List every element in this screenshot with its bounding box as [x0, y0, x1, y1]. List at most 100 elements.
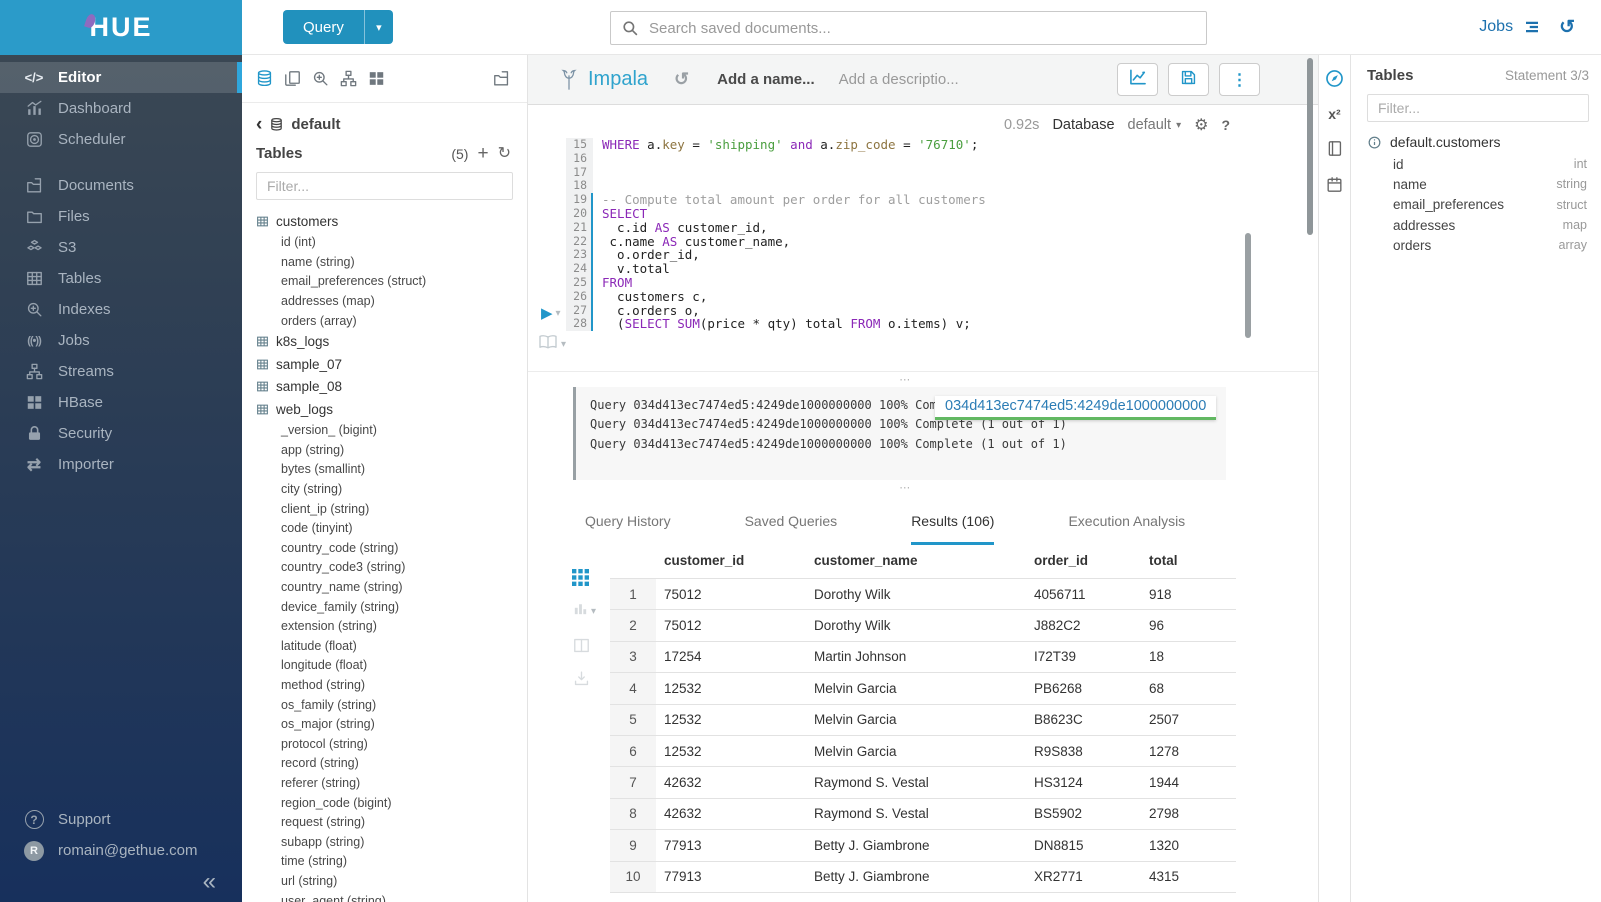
column-header[interactable]: total [1149, 553, 1178, 568]
column-row[interactable]: extension (string) [281, 619, 377, 634]
jobs-link[interactable]: Jobs [1479, 18, 1514, 35]
table-row[interactable]: 6 12532 Melvin Garcia R9S838 1278 [610, 734, 1236, 767]
table-row[interactable]: 10 77913 Betty J. Giambrone XR2771 4315 [610, 860, 1236, 893]
sidebar-item-indexes[interactable]: Indexes [0, 294, 242, 325]
chart-button[interactable] [1117, 63, 1158, 96]
add-table-icon[interactable]: + [477, 142, 489, 164]
jobs-list-icon[interactable] [1523, 18, 1541, 36]
column-row[interactable]: longitude (float) [281, 658, 368, 673]
column-row[interactable]: latitude (float) [281, 638, 357, 653]
new-query-button[interactable]: Query ▾ [283, 10, 393, 44]
documents-source-icon[interactable] [283, 69, 302, 88]
execute-button[interactable]: ▶ ▾ [541, 304, 561, 322]
table-row[interactable]: k8s_logs [256, 330, 527, 353]
column-header[interactable]: customer_id [664, 553, 745, 568]
column-row[interactable]: os_major (string) [281, 717, 375, 732]
column-row[interactable]: name (string) [281, 254, 355, 269]
column-header[interactable]: order_id [1034, 553, 1089, 568]
table-row[interactable]: web_logs [256, 398, 527, 421]
column-row[interactable]: addresses map [1367, 215, 1589, 235]
sidebar-item-documents[interactable]: Documents [0, 170, 242, 201]
history-icon[interactable]: ↺ [1559, 16, 1575, 38]
query-name-field[interactable]: Add a name... [717, 71, 815, 88]
table-row[interactable]: 3 17254 Martin Johnson I72T39 18 [610, 640, 1236, 673]
query-button-label[interactable]: Query [303, 18, 344, 36]
editor-log-resizer[interactable]: ⋯ [528, 371, 1318, 387]
query-description-field[interactable]: Add a descriptio... [838, 71, 959, 88]
functions-icon[interactable]: x² [1328, 106, 1341, 122]
more-actions-button[interactable]: ⋮ [1219, 63, 1260, 96]
sidebar-item-security[interactable]: Security [0, 418, 242, 449]
sidebar-item-files[interactable]: Files [0, 201, 242, 232]
open-notebook-button[interactable]: ▾ [538, 334, 566, 355]
sql-code[interactable]: 15 WHERE a.key = 'shipping' and a.zip_cod… [566, 137, 986, 332]
table-row[interactable]: 9 77913 Betty J. Giambrone DN8815 1320 [610, 829, 1236, 862]
table-row[interactable]: 4 12532 Melvin Garcia PB6268 68 [610, 672, 1236, 705]
column-header[interactable]: customer_name [814, 553, 918, 568]
sidebar-item-hbase[interactable]: HBase [0, 387, 242, 418]
right-filter-input[interactable] [1376, 99, 1580, 117]
sidebar-item-s3[interactable]: S3 [0, 232, 242, 263]
column-row[interactable]: id (int) [281, 235, 316, 250]
sidebar-item-user[interactable]: R romain@gethue.com [0, 835, 242, 866]
refresh-tables-icon[interactable]: ↻ [497, 144, 511, 162]
tables-filter-input[interactable] [265, 177, 504, 195]
sidebar-item-scheduler[interactable]: Scheduler [0, 124, 242, 155]
tab-query-history[interactable]: Query History [585, 513, 671, 529]
column-row[interactable]: url (string) [281, 873, 338, 888]
sidebar-item-support[interactable]: ? Support [0, 804, 242, 835]
sidebar-item-importer[interactable]: ⇄ Importer [0, 449, 242, 480]
table-row[interactable]: 1 75012 Dorothy Wilk 4056711 918 [610, 577, 1236, 610]
column-row[interactable]: os_family (string) [281, 697, 377, 712]
column-row[interactable]: orders (array) [281, 313, 357, 328]
column-row[interactable]: bytes (smallint) [281, 462, 366, 477]
table-row[interactable]: 7 42632 Raymond S. Vestal HS3124 1944 [610, 766, 1236, 799]
sidebar-item-dashboard[interactable]: Dashboard [0, 93, 242, 124]
table-row[interactable]: sample_07 [256, 353, 527, 376]
column-row[interactable]: country_code3 (string) [281, 560, 406, 575]
column-row[interactable]: email_preferences (struct) [281, 274, 427, 289]
folder-source-icon[interactable] [492, 69, 511, 88]
help-icon[interactable]: ? [1221, 117, 1230, 133]
column-row[interactable]: time (string) [281, 854, 347, 869]
database-selector[interactable]: default [1127, 117, 1172, 133]
column-row[interactable]: email_preferences struct [1367, 195, 1589, 215]
column-row[interactable]: country_code (string) [281, 540, 399, 555]
schedule-icon[interactable] [1325, 175, 1344, 194]
column-row[interactable]: request (string) [281, 815, 366, 830]
table-row[interactable]: customers [256, 210, 527, 233]
language-reference-icon[interactable] [1325, 139, 1344, 158]
undo-icon[interactable]: ↺ [674, 69, 690, 89]
download-icon[interactable] [572, 669, 596, 688]
sidebar-item-tables[interactable]: Tables [0, 263, 242, 294]
column-row[interactable]: method (string) [281, 677, 366, 692]
engine-name[interactable]: Impala [588, 68, 649, 90]
column-row[interactable]: addresses (map) [281, 294, 375, 309]
log-results-resizer[interactable]: ⋯ [899, 482, 912, 494]
column-row[interactable]: city (string) [281, 482, 343, 497]
column-row[interactable]: user_agent (string) [281, 893, 386, 902]
column-row[interactable]: code (tinyint) [281, 521, 353, 536]
breadcrumb-database[interactable]: default [291, 116, 341, 133]
column-row[interactable]: referer (string) [281, 775, 361, 790]
column-row[interactable]: record (string) [281, 756, 359, 771]
columns-view-icon[interactable] [572, 636, 596, 655]
column-row[interactable]: id int [1367, 154, 1589, 174]
query-dropdown-caret[interactable]: ▾ [363, 10, 393, 44]
column-row[interactable]: country_name (string) [281, 580, 403, 595]
apps-source-icon[interactable] [367, 69, 386, 88]
sitemap-source-icon[interactable] [339, 69, 358, 88]
chart-view-icon[interactable]: ▾ [572, 600, 596, 622]
table-row[interactable]: sample_08 [256, 375, 527, 398]
column-row[interactable]: orders array [1367, 235, 1589, 255]
sidebar-item-streams[interactable]: Streams [0, 356, 242, 387]
column-row[interactable]: region_code (bigint) [281, 795, 392, 810]
settings-gear-icon[interactable]: ⚙ [1194, 117, 1209, 134]
save-button[interactable] [1168, 63, 1209, 96]
collapse-sidebar-icon[interactable]: « [202, 868, 216, 895]
back-chevron-icon[interactable]: ‹ [256, 113, 263, 135]
column-row[interactable]: app (string) [281, 442, 345, 457]
sidebar-item-editor[interactable]: </> Editor [0, 62, 242, 93]
search-input[interactable] [647, 18, 1196, 38]
column-row[interactable]: device_family (string) [281, 599, 400, 614]
